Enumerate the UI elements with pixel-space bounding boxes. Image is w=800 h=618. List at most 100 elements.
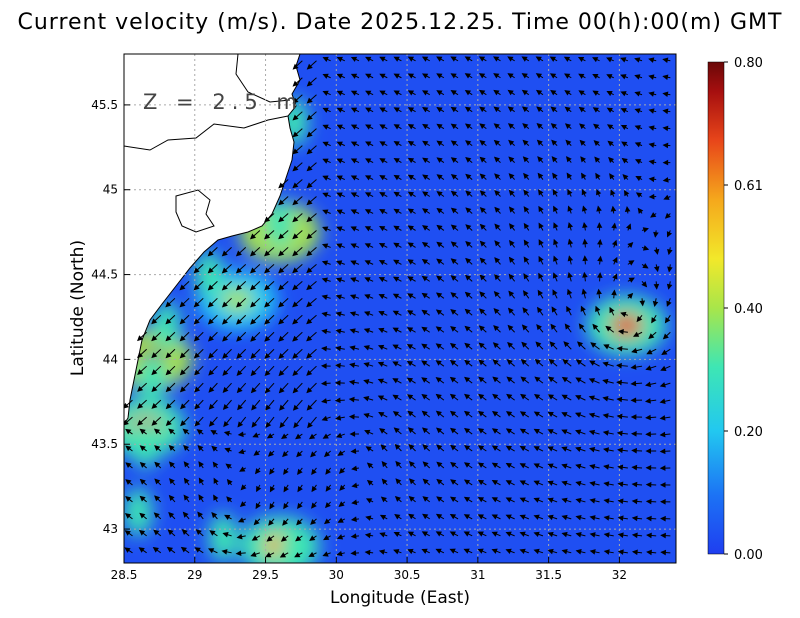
velocity-arrowhead bbox=[335, 277, 343, 283]
velocity-arrowhead bbox=[519, 480, 526, 486]
velocity-arrowhead bbox=[292, 148, 299, 155]
velocity-arrowhead bbox=[349, 431, 356, 437]
velocity-arrowhead bbox=[533, 548, 540, 555]
velocity-arrowhead bbox=[646, 532, 652, 539]
velocity-arrowhead bbox=[450, 258, 457, 265]
velocity-arrowhead bbox=[616, 413, 623, 420]
velocity-arrowhead bbox=[582, 222, 588, 229]
velocity-arrowhead bbox=[322, 175, 329, 181]
velocity-arrowhead bbox=[394, 514, 401, 520]
velocity-arrowhead bbox=[477, 479, 485, 486]
velocity-arrowhead bbox=[306, 335, 313, 342]
velocity-arrowhead bbox=[521, 324, 528, 331]
velocity-arrowhead bbox=[533, 446, 540, 452]
velocity-arrowhead bbox=[221, 549, 228, 555]
velocity-arrowhead bbox=[535, 56, 542, 62]
velocity-arrowhead bbox=[406, 377, 414, 383]
velocity-arrowhead bbox=[562, 359, 569, 365]
velocity-arrowhead bbox=[377, 344, 385, 351]
velocity-arrowhead bbox=[628, 277, 635, 283]
velocity-arrowhead bbox=[336, 260, 343, 266]
velocity-arrowhead bbox=[449, 393, 457, 400]
velocity-arrowhead bbox=[282, 519, 288, 526]
velocity-arrowhead bbox=[179, 284, 186, 291]
velocity-arrowhead bbox=[139, 478, 146, 485]
velocity-arrowhead bbox=[336, 90, 343, 96]
velocity-arrowhead bbox=[226, 496, 233, 503]
velocity-arrowhead bbox=[645, 381, 652, 388]
velocity-arrowhead bbox=[364, 549, 371, 556]
velocity-arrowhead bbox=[493, 325, 500, 332]
velocity-arrowhead bbox=[421, 548, 428, 554]
velocity-arrowhead bbox=[392, 361, 399, 367]
velocity-arrowhead bbox=[450, 90, 457, 96]
velocity-arrowhead bbox=[422, 461, 429, 468]
velocity-arrowhead bbox=[606, 57, 613, 63]
velocity-arrowhead bbox=[659, 482, 666, 488]
velocity-arrowhead bbox=[631, 549, 638, 556]
velocity-arrowhead bbox=[393, 531, 400, 538]
velocity-arrowhead bbox=[307, 422, 313, 429]
velocity-arrowhead bbox=[547, 480, 554, 486]
velocity-arrowhead bbox=[648, 333, 655, 339]
velocity-arrowhead bbox=[623, 189, 630, 197]
velocity-arrowhead bbox=[659, 382, 666, 388]
velocity-arrowhead bbox=[292, 387, 299, 394]
velocity-arrowhead bbox=[494, 190, 501, 197]
velocity-arrowhead bbox=[662, 177, 669, 183]
velocity-arrowhead bbox=[436, 90, 443, 96]
velocity-arrowhead bbox=[378, 260, 386, 266]
velocity-arrowhead bbox=[536, 139, 543, 146]
velocity-arrowhead bbox=[350, 141, 358, 147]
velocity-arrowhead bbox=[662, 91, 669, 98]
velocity-arrowhead bbox=[421, 56, 429, 62]
velocity-arrowhead bbox=[639, 300, 646, 307]
velocity-arrowhead bbox=[519, 514, 526, 520]
velocity-arrowhead bbox=[306, 267, 313, 274]
velocity-arrowhead bbox=[645, 498, 652, 505]
velocity-arrowhead bbox=[521, 106, 529, 113]
velocity-arrowhead bbox=[269, 503, 275, 510]
velocity-arrowhead bbox=[553, 255, 559, 262]
velocity-arrowhead bbox=[659, 415, 666, 421]
velocity-arrowhead bbox=[251, 404, 257, 411]
velocity-arrowhead bbox=[125, 462, 132, 468]
velocity-arrowhead bbox=[221, 284, 228, 291]
velocity-arrowhead bbox=[379, 124, 386, 130]
velocity-arrowhead bbox=[523, 206, 530, 213]
y-tick-label: 45 bbox=[103, 183, 118, 197]
velocity-arrowhead bbox=[292, 335, 299, 342]
velocity-arrowhead bbox=[492, 342, 499, 349]
velocity-arrowhead bbox=[321, 398, 328, 404]
velocity-arrowhead bbox=[249, 250, 257, 257]
velocity-arrowhead bbox=[582, 255, 588, 262]
velocity-arrowhead bbox=[168, 511, 175, 518]
velocity-arrowhead bbox=[208, 352, 215, 359]
velocity-arrowhead bbox=[538, 222, 544, 229]
velocity-arrowhead bbox=[392, 344, 399, 350]
velocity-arrowhead bbox=[421, 242, 429, 248]
velocity-arrowhead bbox=[435, 548, 442, 554]
velocity-arrowhead bbox=[436, 174, 443, 180]
velocity-arrowhead bbox=[336, 107, 343, 113]
velocity-arrowhead bbox=[292, 216, 299, 223]
velocity-arrowhead bbox=[325, 468, 331, 475]
velocity-arrowhead bbox=[549, 73, 557, 79]
velocity-arrowhead bbox=[589, 549, 596, 555]
velocity-arrowhead bbox=[435, 360, 442, 366]
velocity-arrowhead bbox=[507, 56, 514, 62]
velocity-arrowhead bbox=[292, 352, 299, 359]
velocity-arrowhead bbox=[666, 231, 673, 238]
velocity-arrowhead bbox=[450, 123, 457, 130]
lagoon-outline bbox=[175, 189, 215, 233]
velocity-arrowhead bbox=[165, 335, 172, 342]
velocity-arrowhead bbox=[631, 347, 638, 354]
velocity-arrowhead bbox=[533, 411, 541, 417]
velocity-arrowhead bbox=[478, 73, 486, 79]
velocity-arrowhead bbox=[154, 461, 161, 468]
velocity-arrowhead bbox=[222, 335, 229, 342]
velocity-arrowhead bbox=[611, 222, 617, 229]
velocity-arrowhead bbox=[561, 376, 569, 383]
speed-field bbox=[124, 97, 667, 563]
velocity-arrowhead bbox=[365, 498, 373, 504]
